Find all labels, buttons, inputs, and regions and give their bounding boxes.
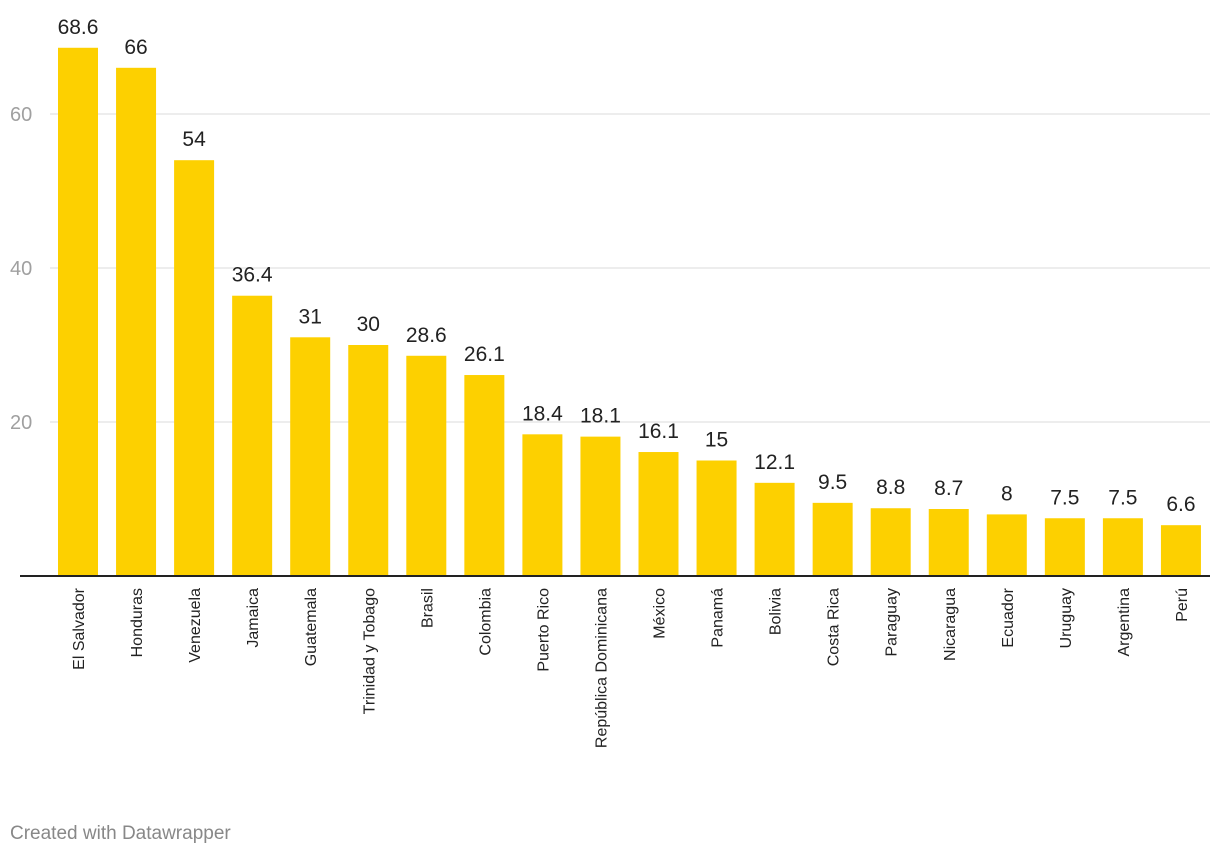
- bar-11: [696, 460, 737, 576]
- category-label-11: Panamá: [710, 588, 727, 648]
- value-label-1: 66: [124, 36, 147, 59]
- value-label-8: 18.4: [522, 402, 563, 425]
- value-label-0: 68.6: [58, 16, 99, 39]
- bar-10: [638, 452, 679, 576]
- category-label-16: Ecuador: [1000, 587, 1017, 647]
- bar-6: [406, 355, 447, 576]
- value-label-15: 8.7: [934, 477, 963, 500]
- value-label-11: 15: [705, 429, 728, 452]
- category-label-13: Costa Rica: [826, 588, 843, 666]
- value-label-6: 28.6: [406, 324, 447, 347]
- category-label-12: Bolivia: [768, 588, 785, 635]
- category-label-3: Jamaica: [245, 588, 262, 648]
- value-label-4: 31: [299, 305, 322, 328]
- bar-1: [116, 67, 157, 577]
- category-label-5: Trinidad y Tobago: [361, 588, 378, 714]
- category-label-10: México: [652, 588, 669, 639]
- value-label-5: 30: [357, 313, 380, 336]
- category-label-7: Colombia: [477, 588, 494, 656]
- bar-3: [232, 295, 273, 576]
- category-label-4: Guatemala: [303, 588, 320, 666]
- category-label-18: Argentina: [1116, 588, 1133, 657]
- value-label-18: 7.5: [1108, 486, 1137, 509]
- category-label-1: Honduras: [129, 588, 146, 657]
- bars: [58, 47, 1201, 577]
- bar-5: [348, 345, 389, 576]
- bar-9: [580, 436, 621, 576]
- bar-15: [928, 509, 969, 576]
- bar-17: [1044, 518, 1085, 576]
- category-label-9: República Dominicana: [593, 588, 610, 748]
- value-label-7: 26.1: [464, 343, 505, 366]
- value-label-17: 7.5: [1050, 486, 1079, 509]
- bar-14: [870, 508, 911, 576]
- category-label-19: Perú: [1174, 588, 1191, 622]
- bar-0: [58, 47, 98, 576]
- value-label-16: 8: [1001, 482, 1013, 505]
- value-label-12: 12.1: [754, 451, 795, 474]
- value-label-2: 54: [182, 128, 206, 151]
- category-label-2: Venezuela: [187, 588, 204, 663]
- bar-8: [522, 434, 563, 576]
- bar-13: [812, 502, 853, 576]
- value-label-14: 8.8: [876, 476, 905, 499]
- value-label-19: 6.6: [1166, 493, 1195, 516]
- bar-7: [464, 375, 505, 576]
- value-label-9: 18.1: [580, 405, 621, 428]
- category-label-14: Paraguay: [884, 588, 901, 657]
- value-label-13: 9.5: [818, 471, 847, 494]
- category-label-15: Nicaragua: [942, 588, 959, 661]
- y-tick-label-20: 20: [10, 412, 32, 434]
- category-labels: El Salvador Honduras Venezuela Jamaica Guate…: [71, 587, 1191, 748]
- datawrapper-credit: Created with Datawrapper: [10, 823, 231, 844]
- y-tick-label-60: 60: [10, 104, 32, 126]
- category-label-0: El Salvador: [71, 587, 88, 669]
- bar-12: [754, 482, 795, 576]
- y-tick-label-40: 40: [10, 258, 32, 280]
- category-label-17: Uruguay: [1058, 588, 1075, 648]
- value-label-3: 36.4: [232, 264, 273, 287]
- value-labels: 68.6 66 54 36.4 31 30 28.6 26.1 18.4 18.1 16.1 15 12…: [58, 16, 1196, 516]
- value-label-10: 16.1: [638, 420, 679, 443]
- category-label-8: Puerto Rico: [535, 588, 552, 672]
- bar-18: [1102, 518, 1143, 576]
- bar-2: [174, 160, 215, 576]
- bar-4: [290, 337, 331, 576]
- gridlines: 20 40 60: [10, 104, 1210, 434]
- bar-16: [986, 514, 1027, 576]
- category-label-6: Brasil: [419, 588, 436, 628]
- bar-19: [1160, 525, 1201, 576]
